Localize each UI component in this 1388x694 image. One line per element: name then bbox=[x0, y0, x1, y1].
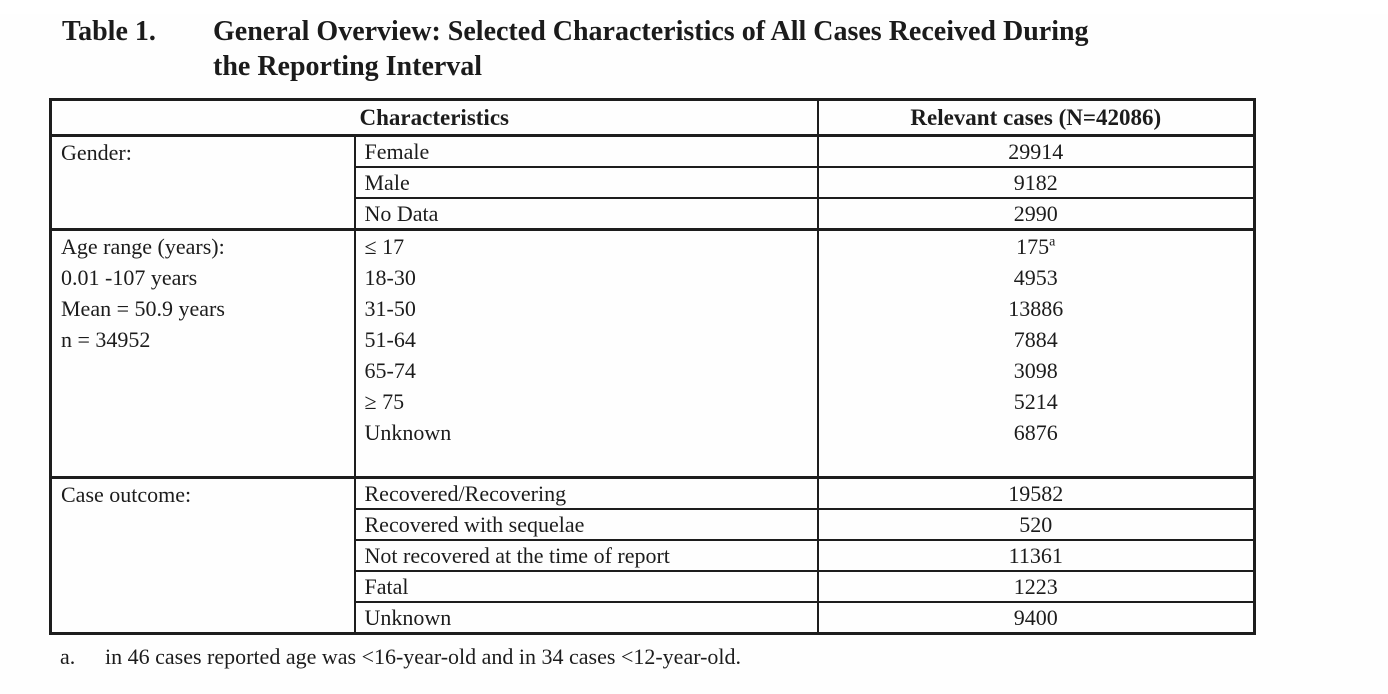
table-row-outcome-recovered: Case outcome: Recovered/Recovering 19582 bbox=[49, 476, 1256, 635]
table-header-row: Characteristics Relevant cases (N=42086) bbox=[49, 98, 1256, 137]
age-value: 3098 bbox=[1013, 358, 1058, 383]
age-label-line: n = 34952 bbox=[61, 327, 151, 352]
gender-category: Female bbox=[353, 134, 819, 168]
table-row-outcome-fatal: Fatal 1223 bbox=[51, 570, 1256, 603]
gender-category: No Data bbox=[353, 197, 819, 231]
table-number: Table 1. bbox=[62, 16, 156, 47]
document-page: Table 1. General Overview: Selected Char… bbox=[0, 14, 1388, 694]
age-value: 5214 bbox=[1013, 389, 1058, 414]
age-values: 175a 4953 13886 7884 3098 5214 6876 bbox=[816, 228, 1256, 479]
age-value: 4953 bbox=[1013, 265, 1058, 290]
gender-value: 9182 bbox=[816, 166, 1256, 199]
age-value: 13886 bbox=[1008, 296, 1064, 321]
age-category: 65-74 bbox=[364, 358, 416, 383]
gender-section-label: Gender: bbox=[49, 134, 356, 231]
age-category: 31-50 bbox=[364, 296, 416, 321]
table-row-outcome-unknown: Unknown 9400 bbox=[51, 601, 1256, 635]
outcome-value: 1223 bbox=[816, 570, 1256, 603]
age-category: ≤ 17 bbox=[364, 234, 405, 259]
outcome-value: 19582 bbox=[816, 476, 1256, 510]
gender-value: 2990 bbox=[816, 197, 1256, 231]
column-header-relevant-cases: Relevant cases (N=42086) bbox=[816, 98, 1256, 137]
table-row-gender-female: Gender: Female 29914 bbox=[49, 134, 1256, 231]
outcome-section-label: Case outcome: bbox=[49, 476, 356, 635]
footnote-reference-a: a bbox=[1049, 234, 1056, 250]
outcome-value: 11361 bbox=[816, 539, 1256, 572]
table-title: Table 1. General Overview: Selected Char… bbox=[62, 14, 1388, 84]
age-label-line: 0.01 -107 years bbox=[61, 265, 198, 290]
footnote-marker: a. bbox=[60, 644, 76, 669]
age-label-line: Mean = 50.9 years bbox=[61, 296, 225, 321]
outcome-category: Unknown bbox=[353, 601, 819, 635]
table-caption: General Overview: Selected Characteristi… bbox=[213, 14, 1089, 84]
outcome-category: Recovered/Recovering bbox=[353, 476, 819, 510]
age-category: ≥ 75 bbox=[364, 389, 405, 414]
age-value: 175a bbox=[1016, 234, 1056, 259]
table-caption-line1: General Overview: Selected Characteristi… bbox=[213, 16, 1089, 47]
footnote: a. in 46 cases reported age was <16-year… bbox=[60, 644, 1388, 670]
footnote-text: in 46 cases reported age was <16-year-ol… bbox=[105, 644, 742, 669]
age-value: 7884 bbox=[1013, 327, 1058, 352]
outcome-value: 520 bbox=[816, 508, 1256, 541]
age-category: 18-30 bbox=[364, 265, 416, 290]
table-caption-line2: the Reporting Interval bbox=[213, 51, 483, 82]
age-category: Unknown bbox=[364, 420, 452, 445]
age-label-line: Age range (years): bbox=[61, 234, 225, 259]
table-row-gender-male: Male 9182 bbox=[51, 166, 1256, 199]
age-category: 51-64 bbox=[364, 327, 416, 352]
age-value: 6876 bbox=[1013, 420, 1058, 445]
table-row-outcome-notrecovered: Not recovered at the time of report 1136… bbox=[51, 539, 1256, 572]
outcome-category: Not recovered at the time of report bbox=[353, 539, 819, 572]
characteristics-table: Characteristics Relevant cases (N=42086)… bbox=[49, 98, 1257, 635]
age-section-label: Age range (years): 0.01 -107 years Mean … bbox=[49, 228, 356, 479]
age-categories: ≤ 17 18-30 31-50 51-64 65-74 ≥ 75 Unknow… bbox=[353, 228, 819, 479]
outcome-category: Fatal bbox=[353, 570, 819, 603]
table-row-outcome-sequelae: Recovered with sequelae 520 bbox=[51, 508, 1256, 541]
column-header-characteristics: Characteristics bbox=[49, 98, 819, 137]
gender-value: 29914 bbox=[816, 134, 1256, 168]
outcome-category: Recovered with sequelae bbox=[353, 508, 819, 541]
gender-category: Male bbox=[353, 166, 819, 199]
outcome-value: 9400 bbox=[816, 601, 1256, 635]
table-row-age: Age range (years): 0.01 -107 years Mean … bbox=[49, 228, 1256, 479]
